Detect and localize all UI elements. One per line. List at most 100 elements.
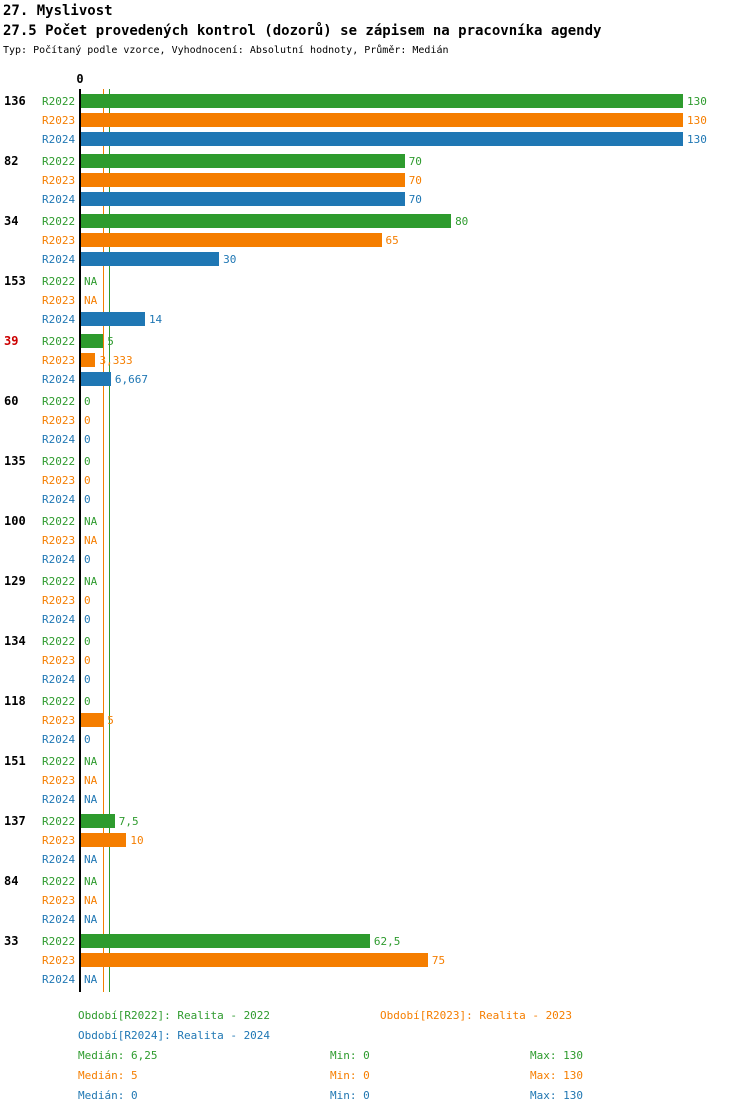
bar-track: NA — [80, 891, 750, 910]
value-label: 130 — [687, 114, 707, 127]
value-label: 0 — [84, 654, 91, 667]
bar-row: 151 R2022 NA — [0, 752, 750, 771]
group-label-spacer — [0, 130, 42, 149]
group-label-spacer — [0, 430, 42, 449]
value-label: NA — [84, 774, 98, 787]
bar-row: R2024 0 — [0, 730, 750, 749]
bar-row: 33 R2022 62,5 — [0, 932, 750, 951]
bar-track: 0 — [80, 632, 750, 651]
value-label: 0 — [84, 695, 91, 708]
bar-track: NA — [80, 572, 750, 591]
median-line-r2023 — [103, 89, 105, 992]
series-label: R2024 — [42, 553, 76, 566]
bar-row: 82 R2022 70 — [0, 152, 750, 171]
bar-row: R2023 130 — [0, 111, 750, 130]
bar-track: 14 — [80, 310, 750, 329]
bar-row: 39 R2022 5 — [0, 332, 750, 351]
group-label: 118 — [4, 694, 26, 708]
series-label: R2023 — [42, 714, 76, 727]
bar-row: 84 R2022 NA — [0, 872, 750, 891]
legend-max-r2022: Max: 130 — [530, 1049, 583, 1062]
group-label-spacer — [0, 471, 42, 490]
bar-track: 10 — [80, 831, 750, 850]
bar-row: 129 R2022 NA — [0, 572, 750, 591]
value-label: NA — [84, 515, 98, 528]
group-label: 82 — [4, 154, 19, 168]
bar — [80, 353, 96, 367]
group-label-spacer — [0, 771, 42, 790]
group-label-spacer — [0, 951, 42, 970]
value-label: 0 — [84, 414, 91, 427]
group-label-spacer — [0, 910, 42, 929]
bar — [80, 833, 127, 847]
series-label: R2023 — [42, 954, 76, 967]
bar-track: 0 — [80, 490, 750, 509]
series-label: R2022 — [42, 455, 76, 468]
bar-row: R2023 75 — [0, 951, 750, 970]
group-label: 153 — [4, 274, 26, 288]
bar-track: 0 — [80, 411, 750, 430]
group-label-spacer — [0, 850, 42, 869]
bar-group: 118 R2022 0 R2023 5 R2024 0 — [0, 692, 750, 749]
series-label: R2022 — [42, 755, 76, 768]
bar-row: R2024 0 — [0, 550, 750, 569]
series-label: R2024 — [42, 253, 76, 266]
bar-group: 129 R2022 NA R2023 0 R2024 0 — [0, 572, 750, 629]
bar-row: R2024 0 — [0, 670, 750, 689]
series-label: R2022 — [42, 215, 76, 228]
value-label: NA — [84, 755, 98, 768]
bar-row: 118 R2022 0 — [0, 692, 750, 711]
bar-track: NA — [80, 970, 750, 989]
series-label: R2024 — [42, 853, 76, 866]
bar — [80, 94, 683, 108]
bar — [80, 252, 220, 266]
bar-chart: 136 R2022 130 R2023 130 R2024 130 82 R2022 70 R202… — [0, 89, 750, 992]
bar-row: 135 R2022 0 — [0, 452, 750, 471]
legend-stats-row-r2023: Medián: 5 Min: 0 Max: 130 — [0, 1066, 750, 1086]
series-label: R2024 — [42, 373, 76, 386]
value-label: 0 — [84, 673, 91, 686]
series-label: R2023 — [42, 234, 76, 247]
bar-track: 30 — [80, 250, 750, 269]
group-label-spacer — [0, 370, 42, 389]
value-label: NA — [84, 875, 98, 888]
value-label: 0 — [84, 395, 91, 408]
group-label-spacer — [0, 291, 42, 310]
bar-track: NA — [80, 531, 750, 550]
value-label: NA — [84, 575, 98, 588]
series-label: R2022 — [42, 695, 76, 708]
bar-track: 0 — [80, 692, 750, 711]
series-label: R2024 — [42, 193, 76, 206]
value-label: 0 — [84, 733, 91, 746]
bar-track: 0 — [80, 670, 750, 689]
group-label-spacer — [0, 651, 42, 670]
bar-row: 137 R2022 7,5 — [0, 812, 750, 831]
group-label-spacer — [0, 250, 42, 269]
group-label: 100 — [4, 514, 26, 528]
group-label-spacer — [0, 730, 42, 749]
bar-track: 70 — [80, 171, 750, 190]
bar-group: 34 R2022 80 R2023 65 R2024 30 — [0, 212, 750, 269]
bar — [80, 154, 405, 168]
legend-max-r2024: Max: 130 — [530, 1089, 583, 1102]
bar-row: R2023 NA — [0, 291, 750, 310]
group-label-spacer — [0, 231, 42, 250]
series-label: R2023 — [42, 354, 76, 367]
group-label: 39 — [4, 334, 19, 348]
group-label-spacer — [0, 411, 42, 430]
bar-row: R2023 NA — [0, 891, 750, 910]
bar-track: 130 — [80, 111, 750, 130]
legend-period-r2024: Období[R2024]: Realita - 2024 — [78, 1029, 271, 1042]
group-label: 134 — [4, 634, 26, 648]
bar-group: 134 R2022 0 R2023 0 R2024 0 — [0, 632, 750, 689]
series-label: R2022 — [42, 635, 76, 648]
bar-row: R2024 NA — [0, 970, 750, 989]
series-label: R2022 — [42, 395, 76, 408]
series-label: R2024 — [42, 433, 76, 446]
bar-track: 65 — [80, 231, 750, 250]
bar-row: R2023 0 — [0, 591, 750, 610]
value-label: 30 — [223, 253, 237, 266]
group-label: 60 — [4, 394, 19, 408]
series-label: R2024 — [42, 733, 76, 746]
bar — [80, 713, 104, 727]
